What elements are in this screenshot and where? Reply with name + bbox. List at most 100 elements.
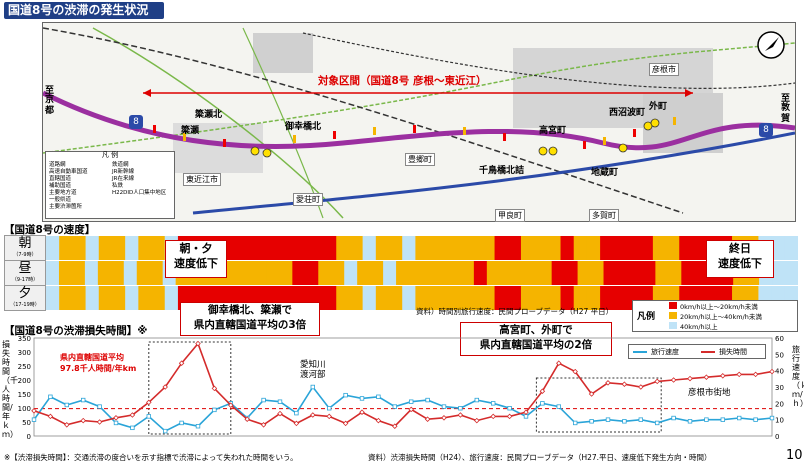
loss-point [424,416,431,422]
speed-segment [772,261,786,285]
legend-swatch-orange [669,312,677,319]
speed-segment [357,261,371,285]
city-label: 愛荘町 [293,193,323,206]
spot-label: 御幸橋北 [285,122,322,132]
speed-segment [149,261,164,285]
right-tick-label: 30 [775,384,784,392]
speed-point [573,420,578,426]
speed-segment [573,286,588,310]
speed-segment [279,261,293,285]
loss-point [162,384,168,390]
speed-point [376,394,381,399]
speed-segment [415,286,430,310]
loss-point [31,408,37,414]
speed-segment [59,236,73,260]
speed-segment [652,236,667,260]
callout-morning-evening: 朝・夕 速度低下 [165,240,227,278]
spot-label: 簗瀬 [181,126,200,136]
route-map: 対象区間（国道8号 彦根～東近江） 至 京都 至 敦賀 8 8 簗瀬北 簗瀬 御… [41,22,796,222]
legend-line-loss [701,351,715,353]
left-tick-label: 150 [18,391,31,399]
spot-label: 外町 [649,102,668,112]
speed-segment [551,261,566,285]
speed-segment [564,261,579,285]
speed-segment [422,261,436,285]
legend-item: 主要地方道 [49,190,77,196]
speed-segment [336,236,351,260]
speed-segment [375,236,390,260]
loss-point [408,406,414,413]
speed-point [704,417,709,422]
speed-point [441,404,447,409]
speed-segment [499,261,514,285]
speed-segment [454,236,469,260]
speed-point [212,407,217,413]
speed-segment [586,236,601,260]
speed-segment [318,261,332,285]
right-tick-label: 50 [775,351,784,359]
speed-point [81,397,86,403]
loss-point [687,375,693,382]
speed-segment [305,261,319,285]
callout-3x: 御幸橋北、簗瀬で 県内直轄国道平均の3倍 [180,302,320,336]
speed-segment [494,236,509,260]
loss-point [178,360,185,366]
speed-segment [58,261,73,285]
loss-point [277,410,283,417]
loss-time-chart: 0 50 100 150 200 250 300 350 0 10 20 30 40 50 60 [18,335,784,441]
speed-segment [626,236,641,260]
speed-segment [138,236,153,260]
map-legend: 凡 例 道路網 高速自動車国道 直轄国道 補助国道 主要地方道 一般県道 主要渋… [45,151,175,219]
speed-segment [402,286,416,310]
speed-segment [679,236,694,260]
speed-segment [441,286,456,310]
speed-section-header: 【国道8号の速度】 [4,224,96,236]
speed-segment [525,261,540,285]
legend-label: 0km/h以上～20km/h未満 [680,303,758,311]
speed-segment [512,261,527,285]
speed-segment [468,286,482,310]
speed-segment [639,236,654,260]
loss-point [441,415,447,421]
speed-segment [270,236,285,260]
speed-segment [481,236,496,260]
callout-2x: 高宮町、外町で 県内直轄国道平均の2倍 [460,322,612,356]
speed-segment [771,236,786,260]
rail-line [42,27,684,214]
footnote: ※【渋滞損失時間】：交通渋滞の度合いを示す指標で渋滞によって失われた時間をいう。 [4,453,298,462]
loss-point [47,413,54,420]
speed-point [523,414,529,419]
loss-point [96,419,103,425]
city-label: 多賀町 [589,209,619,222]
loss-section-header: 【国道8号の渋滞損失時間】※ [4,325,148,337]
speed-point [31,417,37,422]
speed-point [605,417,611,422]
right-tick-label: 10 [775,417,784,425]
speed-segment [349,236,364,260]
speed-segment [507,286,522,310]
speed-point [425,397,430,403]
speed-point [48,394,53,399]
loss-point [654,378,660,385]
rail-line [302,32,796,89]
speed-segment [441,236,456,260]
speed-segment [125,236,139,260]
legend-item: 道路網 [49,162,66,168]
row-label-morning: 朝 （7-9時） [4,235,46,261]
speed-segment [784,236,798,260]
series-line-loss [33,342,773,428]
speed-segment [468,236,482,260]
speed-point [277,399,283,404]
speed-segment [138,286,153,310]
speed-segment [71,261,86,285]
speed-source: 資料）時間別旅行速度：民間プローブデータ（H27 平日） [416,307,614,316]
speed-segment [681,261,695,285]
speed-point [671,415,676,421]
speed-segment [283,236,298,260]
loss-point [293,420,300,427]
loss-point [211,385,218,392]
page-number: 10 [786,448,803,463]
speed-point [556,404,561,409]
loss-point [244,416,250,422]
legend-swatch-red [669,302,677,309]
